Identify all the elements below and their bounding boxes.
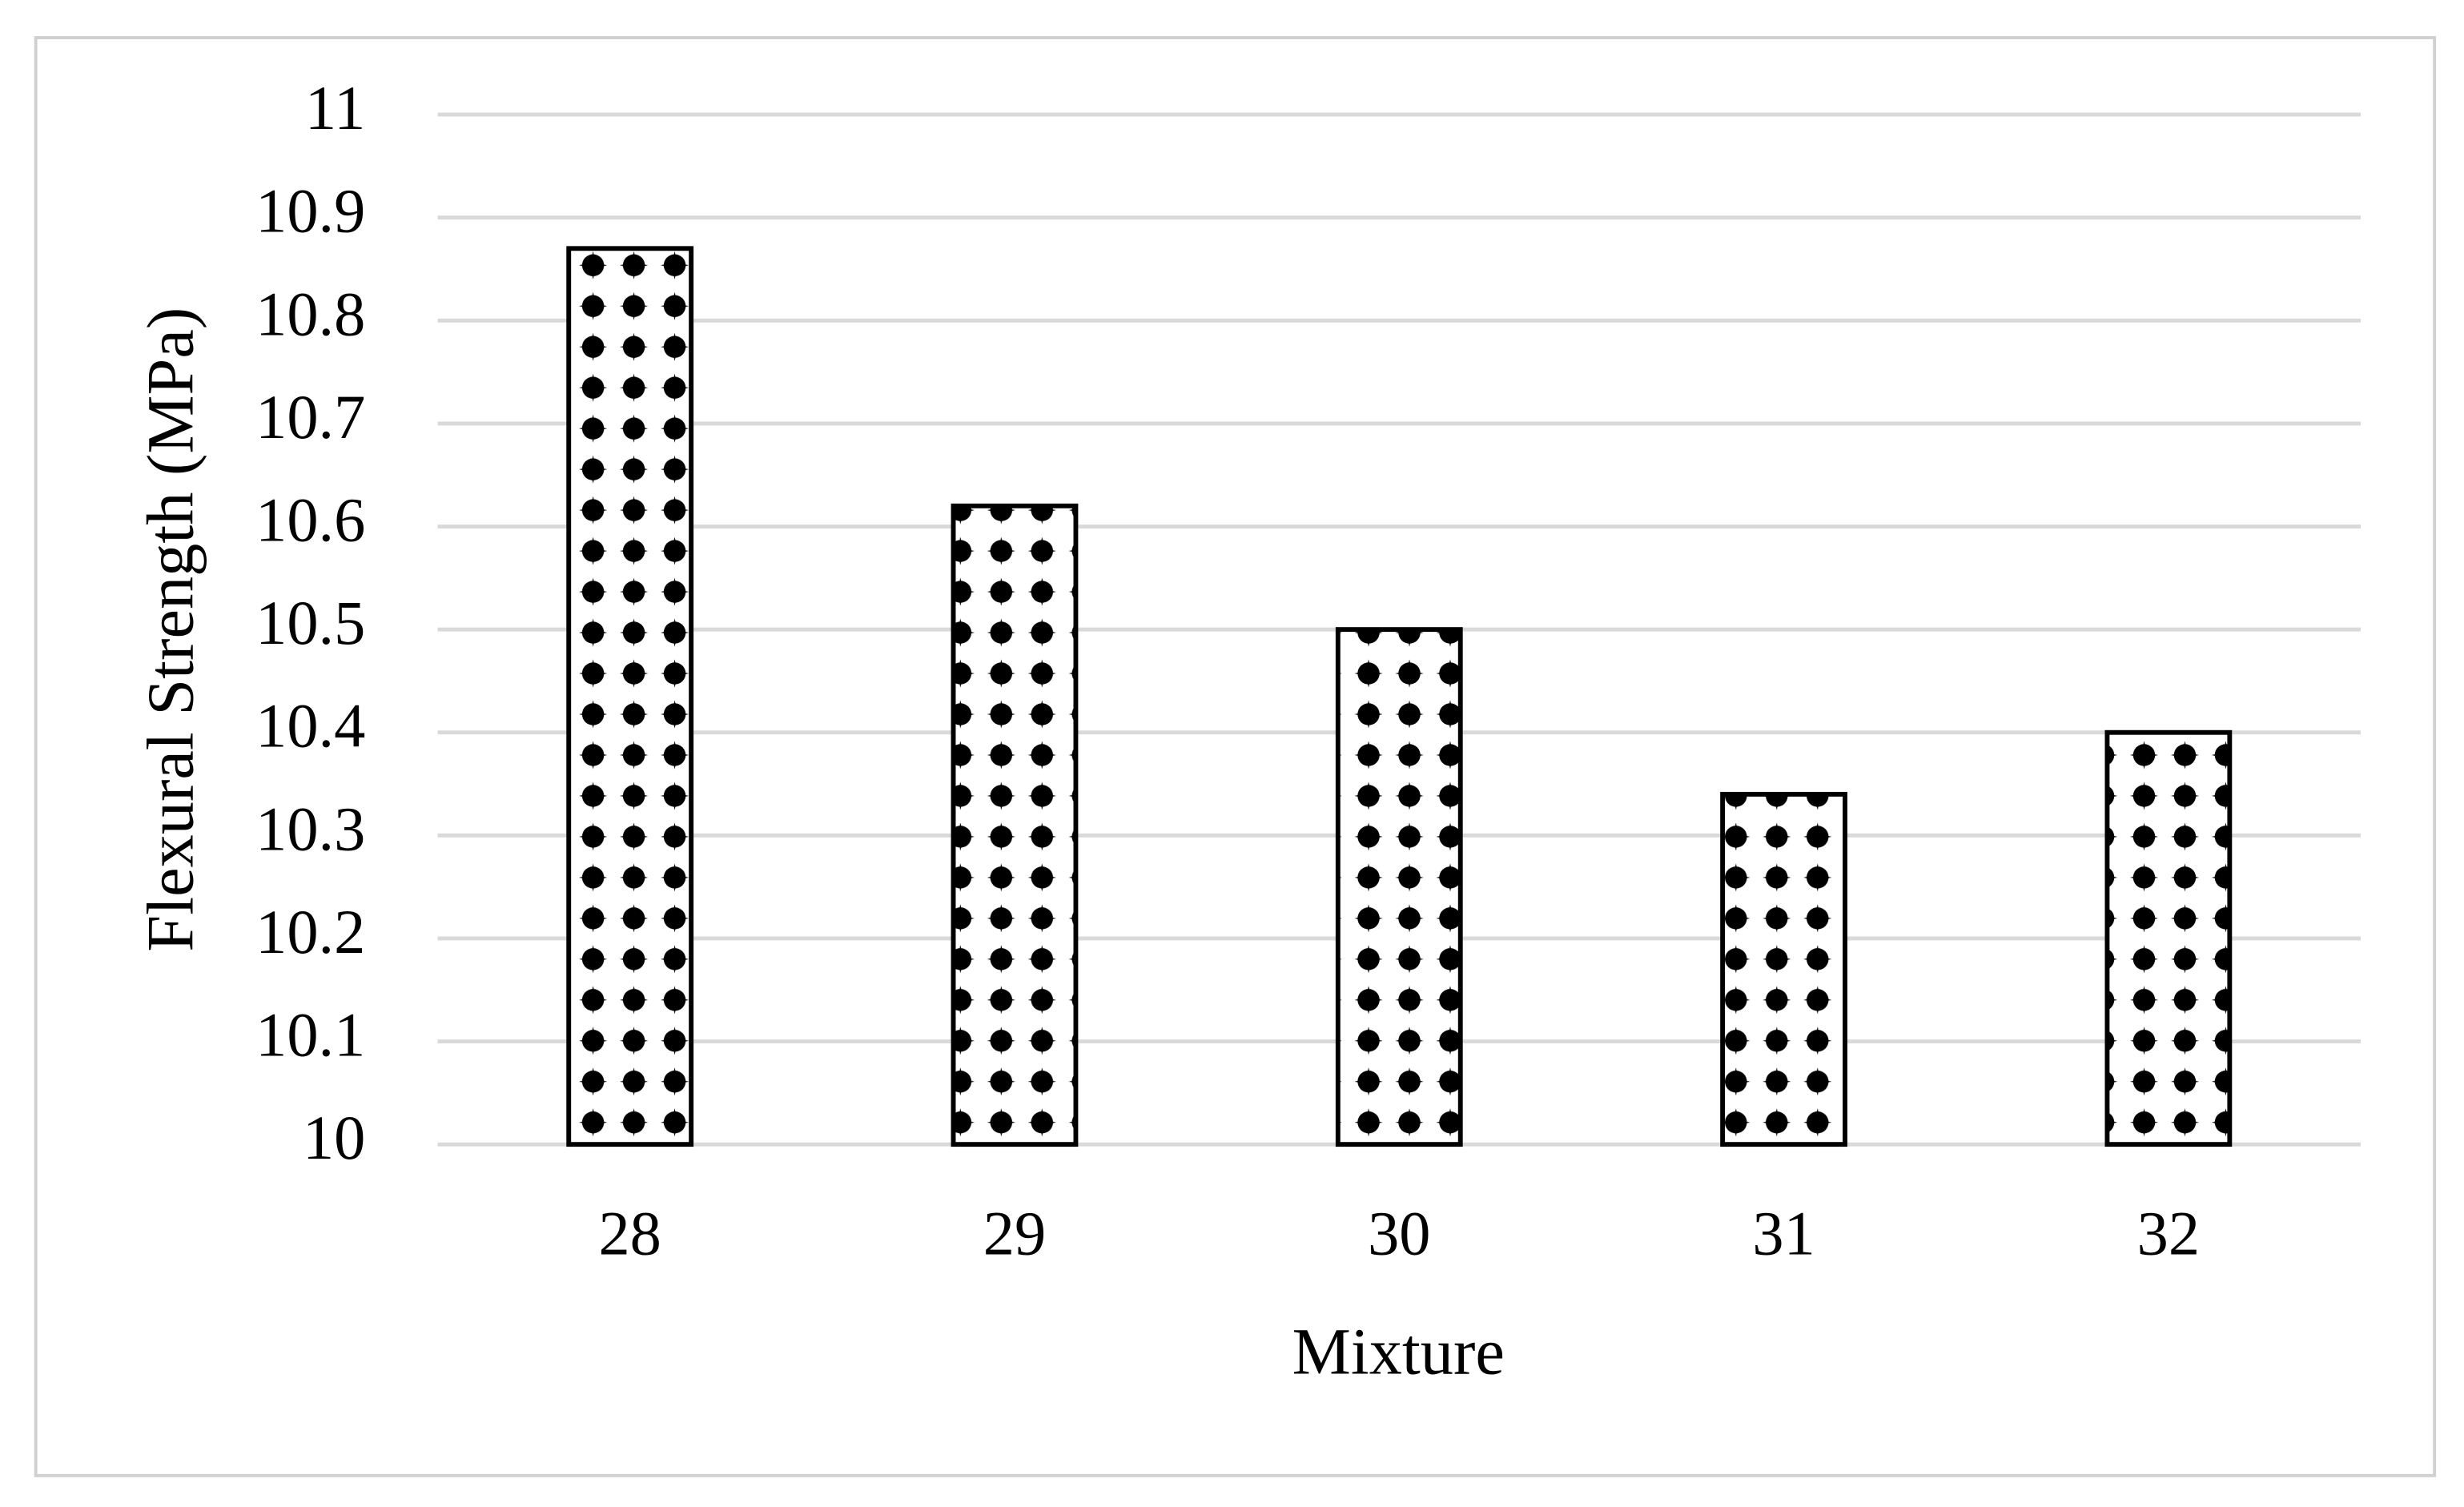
- y-tick-label: 11: [305, 73, 366, 143]
- bar: [1720, 791, 1847, 1147]
- y-tick-label: 10.8: [255, 279, 365, 348]
- y-tick-label: 10.3: [255, 794, 365, 863]
- bar: [951, 503, 1079, 1147]
- x-axis-title: Mixture: [1292, 1315, 1505, 1388]
- y-axis-title: Flexural Strength (MPa): [135, 307, 207, 952]
- y-tick-label: 10: [303, 1103, 365, 1172]
- bar: [566, 246, 694, 1147]
- x-tick-label: 31: [1752, 1199, 1815, 1268]
- x-tick-label: 28: [598, 1199, 661, 1268]
- y-tick-label: 10.4: [255, 691, 365, 761]
- y-tick-label: 10.7: [255, 382, 365, 452]
- x-tick-label: 30: [1368, 1199, 1430, 1268]
- chart-frame: [34, 36, 2437, 1477]
- x-tick-label: 32: [2137, 1199, 2200, 1268]
- y-tick-label: 10.5: [255, 588, 365, 657]
- x-tick-label: 29: [983, 1199, 1046, 1268]
- y-tick-label: 10.9: [255, 176, 365, 246]
- y-tick-label: 10.6: [255, 485, 365, 555]
- bar: [2104, 729, 2233, 1147]
- y-tick-label: 10.1: [255, 1000, 365, 1070]
- y-tick-label: 10.2: [255, 897, 365, 966]
- bar: [1335, 627, 1463, 1147]
